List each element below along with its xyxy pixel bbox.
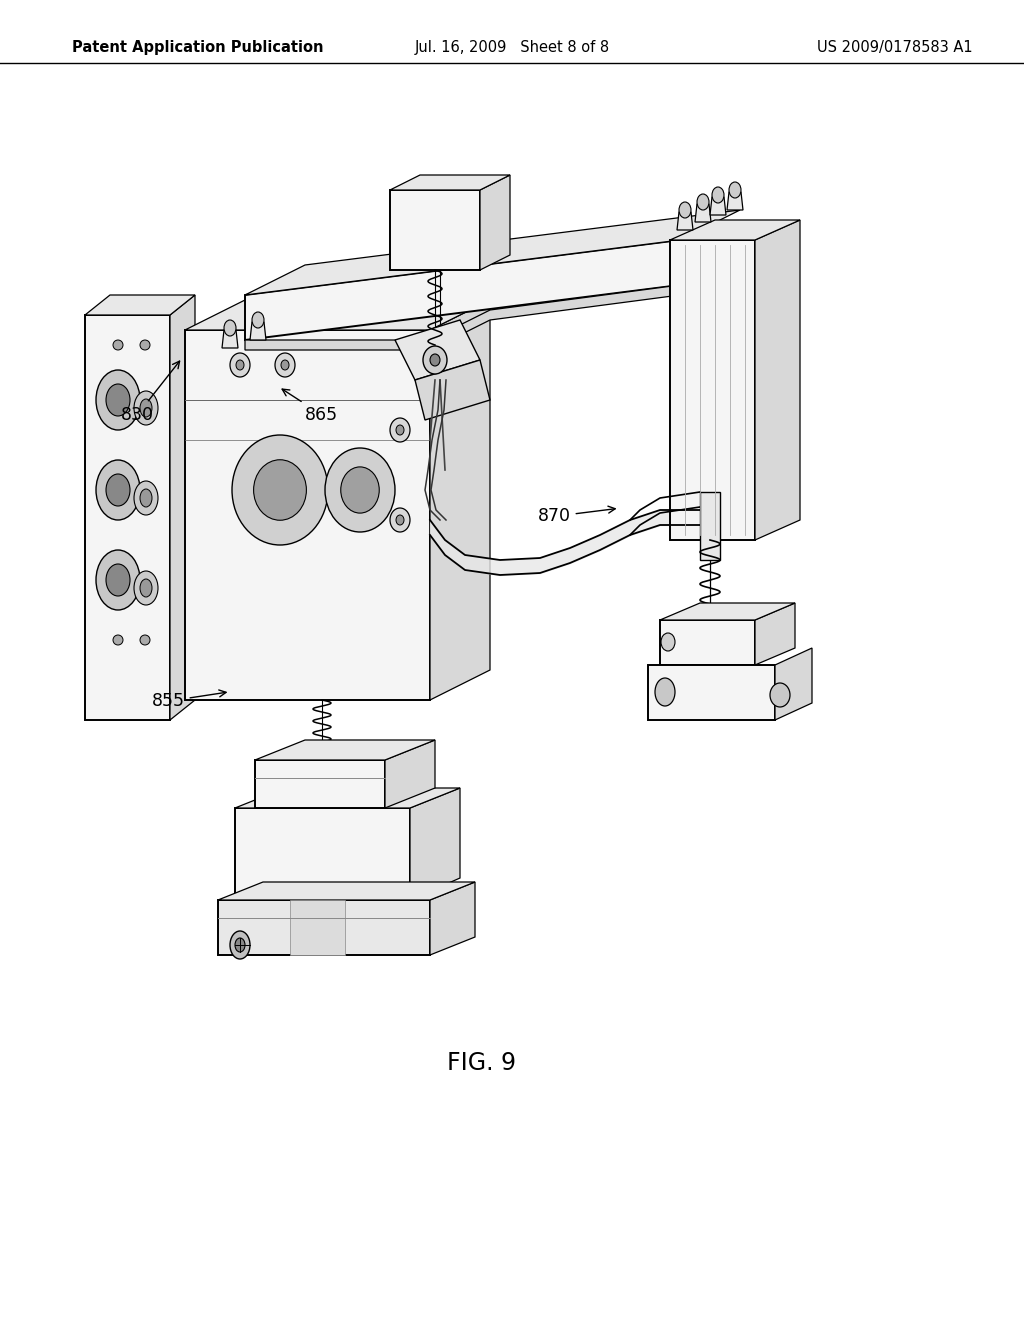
Text: 870: 870 (538, 506, 615, 525)
Ellipse shape (236, 360, 244, 370)
Ellipse shape (234, 939, 245, 952)
Ellipse shape (390, 508, 410, 532)
Polygon shape (775, 648, 812, 719)
Polygon shape (218, 900, 430, 954)
Text: Jul. 16, 2009   Sheet 8 of 8: Jul. 16, 2009 Sheet 8 of 8 (415, 40, 609, 54)
Text: 855: 855 (152, 690, 226, 710)
Polygon shape (290, 900, 345, 954)
Ellipse shape (224, 319, 236, 337)
Polygon shape (415, 360, 490, 420)
Polygon shape (430, 300, 490, 700)
Polygon shape (410, 788, 460, 900)
Text: Patent Application Publication: Patent Application Publication (72, 40, 324, 54)
Circle shape (113, 341, 123, 350)
Polygon shape (710, 197, 726, 215)
Polygon shape (677, 213, 693, 230)
Ellipse shape (254, 459, 306, 520)
Text: FIG. 9: FIG. 9 (446, 1051, 516, 1074)
Polygon shape (395, 319, 480, 380)
Ellipse shape (140, 399, 152, 417)
Ellipse shape (140, 488, 152, 507)
Ellipse shape (106, 384, 130, 416)
Ellipse shape (96, 370, 140, 430)
Polygon shape (385, 741, 435, 808)
Polygon shape (234, 808, 410, 900)
Ellipse shape (106, 564, 130, 597)
Polygon shape (222, 330, 238, 348)
Polygon shape (234, 788, 460, 808)
Ellipse shape (230, 352, 250, 378)
Ellipse shape (390, 418, 410, 442)
Text: 830: 830 (121, 362, 179, 424)
Ellipse shape (697, 194, 709, 210)
Text: 865: 865 (283, 389, 338, 424)
Polygon shape (390, 190, 480, 271)
Polygon shape (250, 322, 266, 341)
Ellipse shape (140, 579, 152, 597)
Ellipse shape (679, 202, 691, 218)
Polygon shape (727, 191, 743, 210)
Ellipse shape (396, 515, 404, 525)
Ellipse shape (230, 931, 250, 960)
Ellipse shape (134, 480, 158, 515)
Polygon shape (245, 240, 680, 341)
Polygon shape (255, 741, 435, 760)
Polygon shape (245, 210, 740, 294)
Polygon shape (170, 294, 195, 719)
Polygon shape (245, 285, 680, 350)
Ellipse shape (341, 467, 379, 513)
Text: US 2009/0178583 A1: US 2009/0178583 A1 (817, 40, 973, 54)
Ellipse shape (430, 354, 440, 366)
Ellipse shape (96, 550, 140, 610)
Polygon shape (755, 603, 795, 665)
Ellipse shape (712, 187, 724, 203)
Ellipse shape (396, 425, 404, 436)
Ellipse shape (770, 682, 790, 708)
Polygon shape (695, 205, 711, 222)
Polygon shape (218, 882, 475, 900)
Ellipse shape (134, 572, 158, 605)
Polygon shape (660, 603, 795, 620)
Ellipse shape (662, 634, 675, 651)
Polygon shape (660, 620, 755, 665)
Circle shape (140, 341, 150, 350)
Polygon shape (700, 492, 720, 560)
Polygon shape (480, 176, 510, 271)
Ellipse shape (134, 391, 158, 425)
Polygon shape (430, 882, 475, 954)
Polygon shape (648, 665, 775, 719)
Polygon shape (255, 760, 385, 808)
Circle shape (140, 635, 150, 645)
Ellipse shape (252, 312, 264, 327)
Ellipse shape (423, 346, 447, 374)
Polygon shape (755, 220, 800, 540)
Ellipse shape (655, 678, 675, 706)
Polygon shape (670, 240, 755, 540)
Circle shape (113, 635, 123, 645)
Ellipse shape (729, 182, 741, 198)
Polygon shape (670, 220, 800, 240)
Ellipse shape (325, 447, 395, 532)
Polygon shape (185, 330, 430, 700)
Ellipse shape (281, 360, 289, 370)
Polygon shape (185, 300, 490, 330)
Ellipse shape (106, 474, 130, 506)
Polygon shape (85, 294, 195, 315)
Polygon shape (85, 315, 170, 719)
Ellipse shape (275, 352, 295, 378)
Ellipse shape (96, 459, 140, 520)
Ellipse shape (232, 436, 328, 545)
Polygon shape (390, 176, 510, 190)
